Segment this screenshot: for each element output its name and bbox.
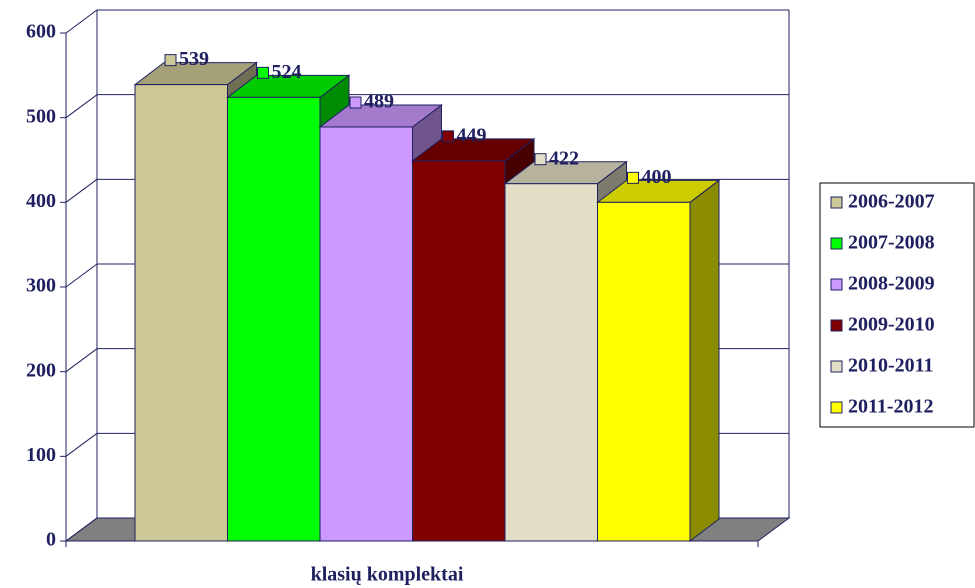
y-tick-label: 300: [26, 275, 56, 297]
grid-line: [65, 94, 98, 119]
y-tick-label: 100: [26, 444, 56, 466]
y-tick-label: 500: [26, 105, 56, 127]
y-tick-label: 200: [26, 359, 56, 381]
bar: [597, 201, 691, 542]
grid-line: [65, 263, 98, 288]
legend-swatch: [830, 319, 843, 332]
grid-line: [65, 9, 98, 34]
data-label-marker: [349, 96, 362, 109]
grid-line: [65, 348, 98, 373]
data-label-marker: [627, 171, 639, 184]
bar: [227, 96, 321, 542]
grid-line: [65, 517, 98, 542]
y-tick-label: 600: [26, 21, 56, 43]
data-label-marker: [442, 130, 454, 143]
bar: [319, 126, 413, 542]
data-label: 422: [549, 147, 579, 169]
data-label-marker: [257, 66, 269, 79]
grid-line: [65, 432, 98, 457]
legend-swatch: [830, 278, 843, 291]
bar-side: [689, 179, 720, 543]
bar: [412, 160, 506, 542]
legend-swatch: [830, 401, 843, 414]
legend-label: 2008-2009: [848, 273, 935, 295]
y-tick-label: 400: [26, 190, 56, 212]
x-axis-label: klasių komplektai: [311, 564, 464, 586]
legend-swatch: [830, 237, 843, 250]
legend-label: 2010-2011: [848, 355, 934, 377]
data-label: 489: [364, 91, 394, 113]
bar: [134, 84, 228, 542]
legend-swatch: [830, 196, 843, 209]
bar: [504, 183, 598, 542]
data-label: 524: [272, 61, 302, 83]
legend: [819, 182, 975, 428]
data-label: 400: [642, 166, 672, 188]
legend-label: 2006-2007: [848, 191, 935, 213]
data-label-marker: [534, 153, 547, 166]
data-label: 449: [457, 124, 487, 146]
legend-label: 2009-2010: [848, 314, 935, 336]
data-label: 539: [179, 48, 209, 70]
data-label-marker: [164, 54, 177, 67]
y-tick-label: 0: [46, 529, 56, 551]
legend-label: 2007-2008: [848, 232, 935, 254]
legend-label: 2011-2012: [848, 396, 934, 418]
legend-swatch: [830, 360, 843, 373]
grid-line: [65, 178, 98, 203]
